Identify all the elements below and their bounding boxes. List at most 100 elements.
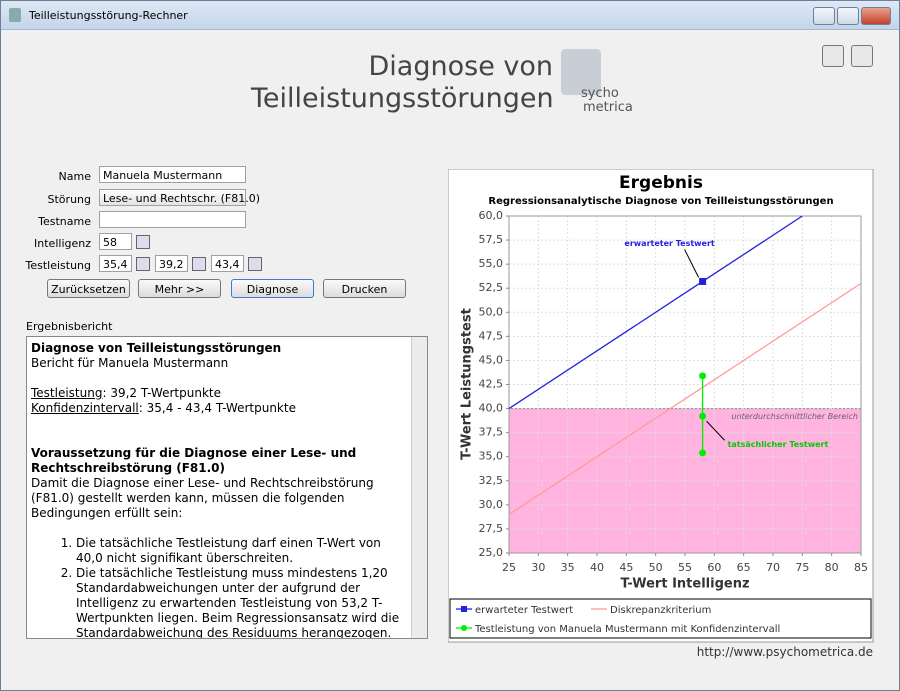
- point-marker: [699, 449, 707, 457]
- calc-button[interactable]: [192, 257, 206, 271]
- maximize-button[interactable]: [837, 7, 859, 25]
- close-button[interactable]: [861, 7, 891, 25]
- report-section-title: Voraussetzung für die Diagnose einer Les…: [31, 446, 357, 475]
- annotation: tatsächlicher Testwert: [728, 440, 829, 449]
- chart-title: Ergebnis: [619, 173, 703, 193]
- y-tick-label: 35,0: [479, 450, 504, 463]
- y-tick-label: 50,0: [479, 305, 504, 318]
- legend-label: Diskrepanzkriterium: [610, 605, 711, 616]
- y-tick-label: 40,0: [479, 402, 504, 415]
- y-tick-label: 52,5: [479, 281, 504, 294]
- header-title: Diagnose von Teilleistungsstörungen: [251, 51, 554, 115]
- report-key: Testleistung: [31, 386, 103, 400]
- annotation-arrow: [684, 249, 700, 278]
- scrollbar[interactable]: [411, 337, 427, 638]
- x-tick-label: 45: [619, 561, 633, 574]
- testleistung-input[interactable]: 35,4: [99, 255, 132, 272]
- y-axis-label: T-Wert Leistungstest: [460, 308, 475, 460]
- x-tick-label: 55: [678, 561, 692, 574]
- legend-label: Testleistung von Manuela Mustermann mit …: [474, 624, 780, 635]
- calc-button[interactable]: [248, 257, 262, 271]
- calc-button[interactable]: [136, 257, 150, 271]
- series-line: [509, 282, 861, 516]
- label: Störung: [47, 193, 91, 206]
- y-tick-label: 57,5: [479, 233, 504, 246]
- reset-button[interactable]: Zurücksetzen: [47, 279, 130, 298]
- logo-line: metrica: [583, 100, 633, 115]
- point-marker: [699, 412, 707, 420]
- label: Testleistung: [25, 259, 91, 272]
- report-content: Diagnose von Teilleistungsstörungen Beri…: [31, 341, 411, 638]
- x-tick-label: 35: [561, 561, 575, 574]
- legend: [449, 598, 872, 639]
- report-text: : 35,4 - 43,4 T-Wertpunkte: [138, 401, 296, 415]
- report-box: Diagnose von Teilleistungsstörungen Beri…: [26, 336, 428, 639]
- x-tick-label: 75: [795, 561, 809, 574]
- testleistung-input[interactable]: 43,4: [211, 255, 244, 272]
- header-line: Teilleistungsstörungen: [251, 83, 554, 114]
- y-tick-label: 45,0: [479, 353, 504, 366]
- title-bar: Teilleistungsstörung-Rechner: [1, 1, 899, 30]
- header-line: Diagnose von: [368, 51, 553, 82]
- x-tick-label: 25: [502, 561, 516, 574]
- report-item: Die tatsächliche Testleistung muss minde…: [76, 566, 411, 638]
- x-axis-label: T-Wert Intelligenz: [620, 577, 749, 592]
- plot-border: [508, 215, 862, 554]
- name-input[interactable]: Manuela Mustermann: [99, 166, 246, 183]
- y-tick-label: 47,5: [479, 329, 504, 342]
- report-label: Ergebnisbericht: [26, 320, 113, 333]
- diagnose-button[interactable]: Diagnose: [231, 279, 314, 298]
- y-tick-label: 30,0: [479, 498, 504, 511]
- x-tick-label: 50: [649, 561, 663, 574]
- label: Testname: [38, 215, 91, 228]
- legend-label: erwarteter Testwert: [475, 605, 573, 616]
- logo-line: sycho: [581, 86, 619, 101]
- x-tick-label: 65: [737, 561, 751, 574]
- chart-subtitle: Regressionsanalytische Diagnose von Teil…: [488, 196, 833, 207]
- report-list: Die tatsächliche Testleistung darf einen…: [31, 536, 411, 638]
- x-tick-label: 30: [531, 561, 545, 574]
- report-line: Testleistung: 39,2 T-Wertpunkte: [31, 386, 411, 401]
- report-text: Damit die Diagnose einer Lese- und Recht…: [31, 476, 374, 520]
- settings-button[interactable]: [822, 45, 844, 67]
- more-button[interactable]: Mehr >>: [138, 279, 221, 298]
- y-tick-label: 37,5: [479, 426, 504, 439]
- point-marker: [699, 277, 707, 285]
- chart: Ergebnis Regressionsanalytische Diagnose…: [448, 169, 874, 643]
- report-text: : 39,2 T-Wertpunkte: [102, 386, 221, 400]
- annotation: erwarteter Testwert: [624, 239, 715, 248]
- print-button[interactable]: Drucken: [323, 279, 406, 298]
- footer-url[interactable]: http://www.psychometrica.de: [696, 645, 873, 659]
- legend-marker: [461, 606, 467, 612]
- y-tick-label: 55,0: [479, 257, 504, 270]
- y-tick-label: 42,5: [479, 378, 504, 391]
- y-tick-label: 25,0: [479, 546, 504, 559]
- help-button[interactable]: [851, 45, 873, 67]
- label: Intelligenz: [34, 237, 91, 250]
- x-tick-label: 40: [590, 561, 604, 574]
- x-tick-label: 80: [825, 561, 839, 574]
- y-tick-label: 32,5: [479, 474, 504, 487]
- minimize-button[interactable]: [813, 7, 835, 25]
- stoerung-select[interactable]: Lese- und Rechtschr. (F81.0): [99, 189, 260, 206]
- logo-p: [561, 49, 601, 95]
- intelligenz-input[interactable]: 58: [99, 233, 132, 250]
- y-tick-label: 60,0: [479, 209, 504, 222]
- label: Name: [58, 170, 91, 183]
- report-heading: Diagnose von Teilleistungsstörungen: [31, 341, 282, 355]
- report-text: Bericht für Manuela Mustermann: [31, 356, 229, 370]
- point-marker: [699, 372, 707, 380]
- x-tick-label: 60: [707, 561, 721, 574]
- app-icon: [9, 8, 21, 22]
- report-key: Konfidenzintervall: [31, 401, 139, 415]
- calc-button[interactable]: [136, 235, 150, 249]
- legend-marker: [461, 625, 467, 631]
- y-tick-label: 27,5: [479, 522, 504, 535]
- testname-input[interactable]: [99, 211, 246, 228]
- x-tick-label: 85: [854, 561, 868, 574]
- testleistung-input[interactable]: 39,2: [155, 255, 188, 272]
- annotation-arrow: [706, 420, 725, 441]
- x-tick-label: 70: [766, 561, 780, 574]
- window-title: Teilleistungsstörung-Rechner: [29, 9, 188, 22]
